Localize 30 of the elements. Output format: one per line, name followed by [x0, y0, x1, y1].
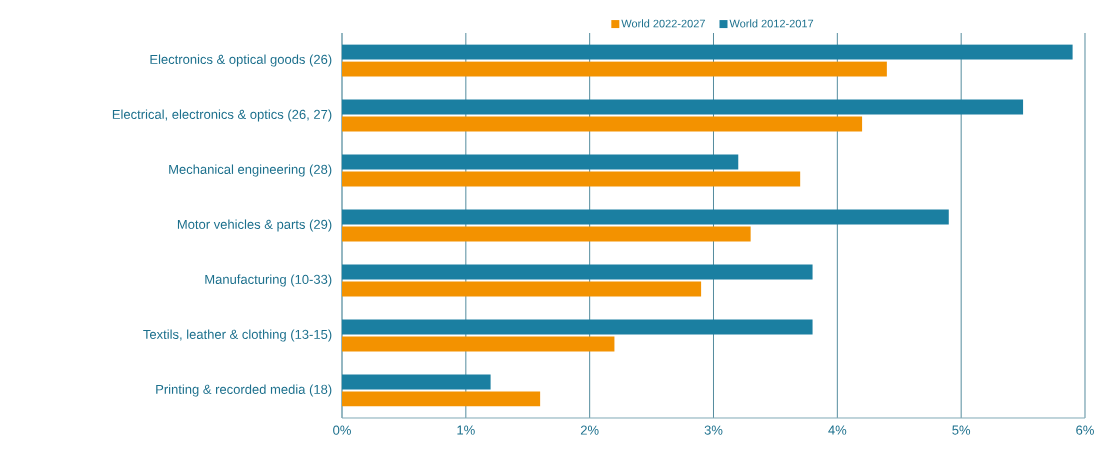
- x-tick-label: 2%: [580, 425, 599, 435]
- x-tick-label: 4%: [828, 425, 847, 435]
- y-tick-label: Mechanical engineering (28): [169, 164, 332, 177]
- y-tick-label: Motor vehicles & parts (29): [177, 219, 332, 232]
- x-tick-label: 3%: [704, 425, 723, 435]
- bar: [342, 171, 801, 187]
- bar: [342, 226, 751, 242]
- bar: [342, 154, 739, 170]
- x-tick-label: 0%: [333, 425, 351, 435]
- bar: [342, 61, 887, 77]
- bar: [342, 374, 491, 390]
- y-tick-label: Manufacturing (10-33): [205, 274, 332, 287]
- bar: [342, 391, 541, 407]
- y-tick-label: Electrical, electronics & optics (26, 27): [112, 109, 332, 122]
- x-tick-label: 6%: [1076, 425, 1094, 435]
- bar: [342, 209, 949, 225]
- bar: [342, 44, 1073, 60]
- y-tick-label: Textils, leather & clothing (13-15): [143, 329, 332, 342]
- bar: [342, 336, 615, 352]
- legend-label: World 2022-2027: [621, 19, 705, 28]
- bar: [342, 264, 813, 280]
- y-tick-label: Printing & recorded media (18): [156, 384, 332, 397]
- bar: [342, 319, 813, 335]
- x-tick-label: 1%: [457, 425, 475, 435]
- legend-label: World 2012-2017: [729, 19, 814, 28]
- bar: [342, 281, 702, 297]
- x-tick-label: 5%: [952, 425, 971, 435]
- bar: [342, 99, 1024, 115]
- y-tick-label: Electronics & optical goods (26): [150, 54, 332, 67]
- bar: [342, 116, 863, 132]
